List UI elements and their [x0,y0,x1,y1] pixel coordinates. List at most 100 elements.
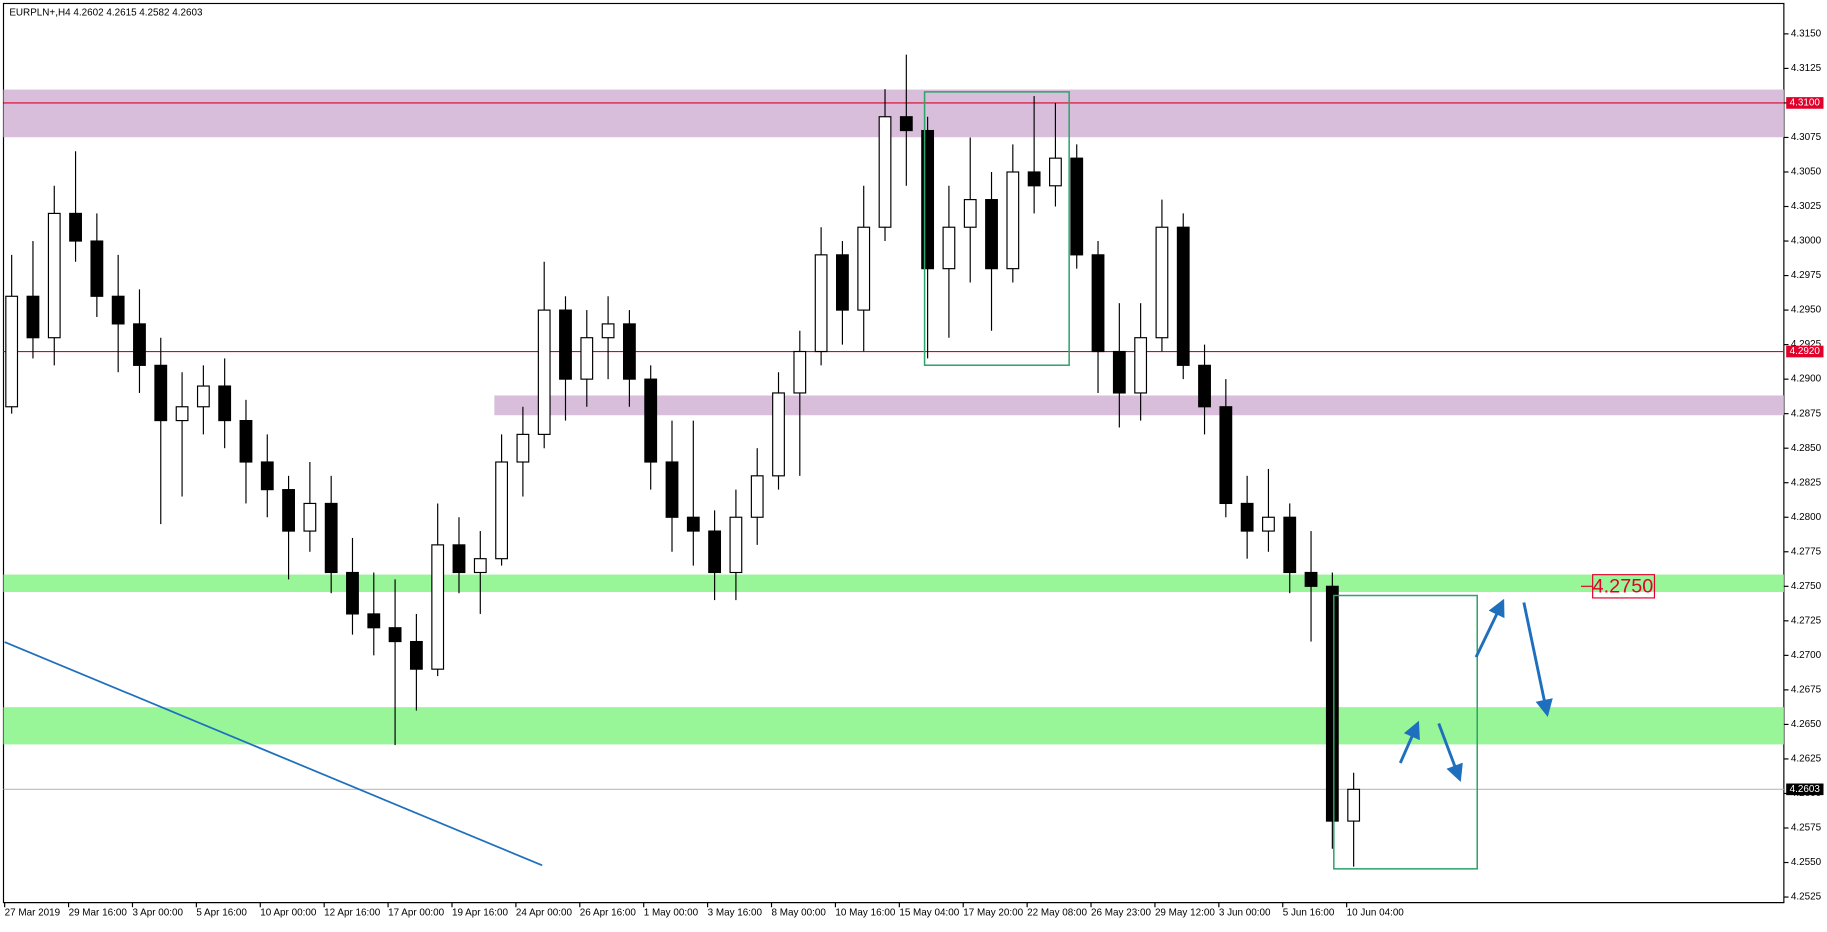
range-box [923,91,1070,366]
x-tick-label: 10 May 16:00 [835,908,895,919]
price-lines: 4.2750 [3,102,1784,790]
arrow [1398,720,1420,764]
candle-body [899,116,913,132]
candle-body [452,544,466,574]
candle-body [1283,516,1297,574]
candle-body [473,558,487,574]
candle-body [1304,571,1318,587]
candle-body [559,309,572,380]
candle-body [303,502,317,532]
y-tick-label: 4.2775 [1791,546,1822,557]
y-tick-label: 4.3000 [1791,236,1822,247]
x-tick-label: 17 May 20:00 [963,908,1023,919]
arrow [1437,722,1463,783]
x-tick-label: 29 May 12:00 [1155,908,1215,919]
candle-body [963,199,977,228]
x-tick-label: 5 Jun 16:00 [1283,908,1335,919]
arrow [1474,598,1505,658]
support-zone [3,574,1784,593]
x-tick-label: 12 Apr 16:00 [324,908,381,919]
price-label: 4.3100 [1790,98,1821,109]
y-tick-label: 4.2575 [1791,823,1822,834]
candle-body [47,212,61,339]
x-tick-label: 8 May 00:00 [772,908,827,919]
candle-body [154,364,168,422]
resistance-zone [3,89,1784,138]
candle-body [367,613,381,629]
candle-body [282,489,295,532]
range-box [1333,594,1478,870]
candle-body [175,406,189,422]
y-tick-label: 4.2725 [1791,615,1822,626]
candle-body [836,254,849,311]
y-tick-label: 4.2825 [1791,477,1822,488]
price-label-box [1786,97,1824,109]
y-tick-label: 4.2925 [1791,339,1822,350]
candle-body [1091,254,1105,353]
candle-body [26,295,40,339]
y-tick-label: 4.3050 [1791,167,1822,178]
candle-body [69,212,82,242]
candle-body [793,350,807,394]
candle-body [133,323,146,366]
x-tick-label: 19 Apr 16:00 [452,908,509,919]
candle-body [622,323,636,380]
support-zone [3,707,1784,745]
x-tick-label: 15 May 04:00 [899,908,959,919]
candle-body [1027,171,1041,187]
trend-line [4,641,543,867]
price-label-box [1786,783,1824,796]
price-label: 4.2920 [1790,346,1821,357]
candle-body [409,640,423,670]
candle-body [878,116,892,228]
x-tick-label: 3 May 16:00 [708,908,763,919]
drawings [4,91,1553,870]
x-tick-label: 5 Apr 16:00 [196,908,247,919]
candle-body [239,419,253,463]
candle-body [324,502,338,574]
candle-body [921,129,935,270]
candle-body [537,309,551,435]
candle-body [260,461,274,491]
x-tick-label: 10 Jun 04:00 [1347,908,1405,919]
candle-body [814,254,828,353]
candle-body [857,226,871,311]
candle-body [388,627,402,643]
candle-body [1347,788,1361,822]
candle-body [1155,226,1169,339]
x-tick-label: 29 Mar 16:00 [69,908,128,919]
plot-area [2,2,1785,904]
y-tick-label: 4.2750 [1791,581,1822,592]
y-tick-label: 4.2950 [1791,305,1822,316]
candle-body [111,295,125,325]
y-tick-label: 4.2625 [1791,754,1822,765]
y-tick-label: 4.2700 [1791,650,1822,661]
y-tick-label: 4.2675 [1791,685,1822,696]
candle-body [1006,171,1020,270]
candle-body [218,385,232,422]
candle-body [1325,585,1339,822]
x-tick-label: 26 May 23:00 [1091,908,1151,919]
x-tick-label: 26 Apr 16:00 [580,908,637,919]
y-tick-label: 4.2525 [1791,892,1822,903]
annotation: 4.2750 [1593,576,1654,598]
candle-body [5,295,19,408]
x-tick-label: 24 Apr 00:00 [516,908,573,919]
candle-body [346,571,359,615]
x-tick-label: 17 Apr 00:00 [388,908,445,919]
candle-body [1049,157,1062,187]
y-tick-label: 4.3025 [1791,201,1822,212]
candle-body [1112,350,1126,394]
y-tick-label: 4.2650 [1791,719,1822,730]
candle-body [516,433,530,463]
x-tick-label: 27 Mar 2019 [5,908,61,919]
candle-body [1262,516,1275,532]
candle-body [580,337,594,380]
y-tick-label: 4.3150 [1791,28,1822,39]
y-tick-label: 4.2850 [1791,443,1822,454]
candle-body [985,199,998,270]
arrow [1522,602,1553,717]
y-tick-label: 4.2800 [1791,512,1822,523]
candle-body [750,475,764,518]
candle-body [431,544,445,670]
